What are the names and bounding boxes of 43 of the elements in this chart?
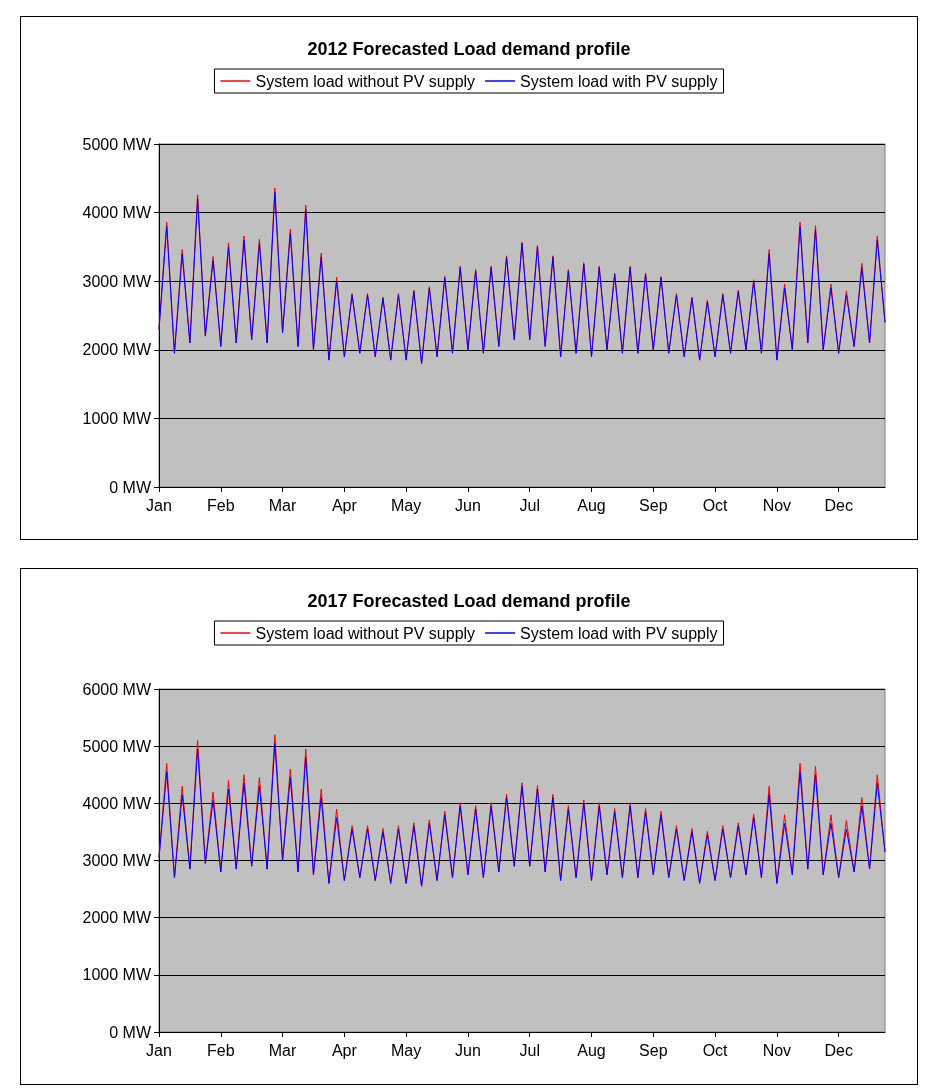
x-tick-label: Jul [519, 1041, 540, 1059]
y-tick-label: 5000 MW [82, 135, 152, 153]
x-tick-label: Jan [146, 1041, 172, 1059]
x-tick-label: Mar [268, 496, 298, 514]
x-tick-label: Jul [519, 496, 540, 514]
legend-label: System load without PV supply [255, 72, 476, 90]
x-tick-label: Feb [207, 496, 235, 514]
x-tick-label: Apr [331, 1041, 358, 1059]
chart-title: 2017 Forecasted Load demand profile [307, 591, 631, 611]
y-tick-label: 1000 MW [82, 409, 152, 427]
y-tick-label: 2000 MW [82, 909, 152, 927]
y-tick-label: 4000 MW [82, 204, 152, 222]
y-tick-label: 2000 MW [82, 341, 152, 359]
chart-title: 2012 Forecasted Load demand profile [307, 39, 631, 59]
x-tick-label: Mar [268, 1041, 298, 1059]
x-tick-label: Dec [824, 1041, 853, 1059]
x-tick-label: Sep [639, 496, 668, 514]
legend-label: System load without PV supply [255, 624, 476, 642]
x-tick-label: Oct [702, 1041, 729, 1059]
y-tick-label: 0 MW [109, 1023, 152, 1041]
x-tick-label: Oct [702, 496, 729, 514]
y-tick-label: 6000 MW [82, 680, 152, 698]
x-tick-label: Aug [577, 496, 606, 514]
x-tick-label: Dec [824, 496, 853, 514]
y-tick-label: 0 MW [109, 478, 152, 496]
x-tick-label: Feb [207, 1041, 235, 1059]
x-tick-label: Jun [455, 496, 481, 514]
legend-label: System load with PV supply [520, 624, 718, 642]
x-tick-label: Nov [762, 496, 792, 514]
legend-label: System load with PV supply [520, 72, 718, 90]
x-tick-label: May [391, 496, 422, 514]
y-tick-label: 5000 MW [82, 737, 152, 755]
y-tick-label: 3000 MW [82, 272, 152, 290]
y-tick-label: 3000 MW [82, 852, 152, 869]
y-tick-label: 1000 MW [82, 966, 152, 984]
x-tick-label: Sep [639, 1041, 668, 1059]
x-tick-label: Apr [331, 496, 358, 514]
x-tick-label: Jan [146, 496, 172, 514]
x-tick-label: Nov [762, 1041, 792, 1059]
x-tick-label: Aug [577, 1041, 606, 1059]
y-tick-label: 4000 MW [82, 794, 152, 812]
x-tick-label: Jun [455, 1041, 481, 1059]
x-tick-label: May [391, 1041, 422, 1059]
